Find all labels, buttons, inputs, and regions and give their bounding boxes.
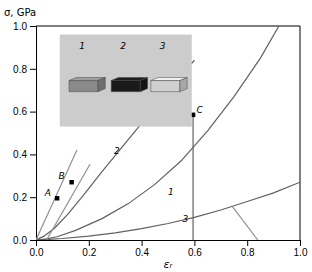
annotation: 3 xyxy=(183,214,189,224)
tick: 0.6 xyxy=(188,240,202,258)
line xyxy=(47,164,91,240)
y-axis: 0.0 0.2 0.4 0.6 0.8 1.0 xyxy=(13,21,36,246)
tick-label: 0.6 xyxy=(188,247,202,258)
axis-line xyxy=(30,27,37,241)
inset-label: 3 xyxy=(160,41,166,51)
inset: 1 2 3 xyxy=(60,35,192,127)
tick-mark xyxy=(30,26,36,27)
tick-mark xyxy=(247,240,248,246)
inset-label: 2 xyxy=(120,41,126,51)
tick-mark xyxy=(194,240,195,246)
point xyxy=(69,180,73,184)
tick-label: 0.4 xyxy=(13,149,27,160)
frame xyxy=(36,26,300,27)
marks xyxy=(36,26,300,240)
annotation: 1 xyxy=(168,187,174,197)
tick: 1.0 xyxy=(13,21,36,32)
cube-face xyxy=(140,77,147,91)
axis-line xyxy=(37,241,301,247)
annotation: A xyxy=(44,188,51,198)
line xyxy=(233,207,258,240)
tick-label: 0.2 xyxy=(82,247,96,258)
tick-label: 1.0 xyxy=(13,21,27,32)
cube-face xyxy=(151,81,180,92)
tick: 0.4 xyxy=(13,149,36,160)
point xyxy=(55,196,59,200)
tick-label: 0.8 xyxy=(241,247,255,258)
line xyxy=(36,182,300,240)
tick-mark xyxy=(30,197,36,198)
tick-label: 0.8 xyxy=(13,64,27,75)
tick: 0.2 xyxy=(82,240,96,258)
tick-label: 0.6 xyxy=(13,106,27,117)
tick: 0.0 xyxy=(30,240,44,258)
tick: 0.8 xyxy=(13,64,36,75)
tick-label: 0.0 xyxy=(30,247,44,258)
tick-mark xyxy=(30,154,36,155)
line xyxy=(36,26,279,240)
tick-mark xyxy=(30,69,36,70)
frame xyxy=(300,26,301,240)
inset-label: 1 xyxy=(79,41,85,51)
x-axis-title: εᵣ xyxy=(164,258,174,271)
annotation: 2 xyxy=(114,146,120,156)
line xyxy=(36,150,77,240)
cube-face xyxy=(111,81,140,92)
cube-face xyxy=(180,77,187,91)
tick: 0.4 xyxy=(135,240,149,258)
chart: 0.00.20.40.60.81.00.00.20.40.60.81.01231… xyxy=(0,0,312,272)
annotation: C xyxy=(197,105,204,115)
tick-mark xyxy=(300,240,301,246)
tick-label: 0.2 xyxy=(13,192,27,203)
x-axis: 0.0 0.2 0.4 0.6 0.8 1.0 xyxy=(30,240,308,258)
tick: 0.8 xyxy=(241,240,255,258)
tick-label: 1.0 xyxy=(294,247,308,258)
line xyxy=(36,60,194,240)
tick: 0.6 xyxy=(13,106,36,117)
tick-label: 0.0 xyxy=(13,235,27,246)
cube-face xyxy=(69,81,98,92)
tick-mark xyxy=(142,240,143,246)
tick-mark xyxy=(89,240,90,246)
tick: 0.0 xyxy=(13,235,36,246)
cube-face xyxy=(98,77,105,91)
tick-mark xyxy=(30,240,36,241)
tick: 1.0 xyxy=(294,240,308,258)
y-axis-title: σ, GPa xyxy=(4,7,36,18)
inset-background xyxy=(60,35,192,127)
plot: 0.00.20.40.60.81.00.00.20.40.60.81.01231… xyxy=(13,21,308,258)
tick-mark xyxy=(30,112,36,113)
annotation: B xyxy=(58,171,64,181)
line xyxy=(192,115,193,240)
tick-label: 0.4 xyxy=(135,247,149,258)
tick: 0.2 xyxy=(13,192,36,203)
